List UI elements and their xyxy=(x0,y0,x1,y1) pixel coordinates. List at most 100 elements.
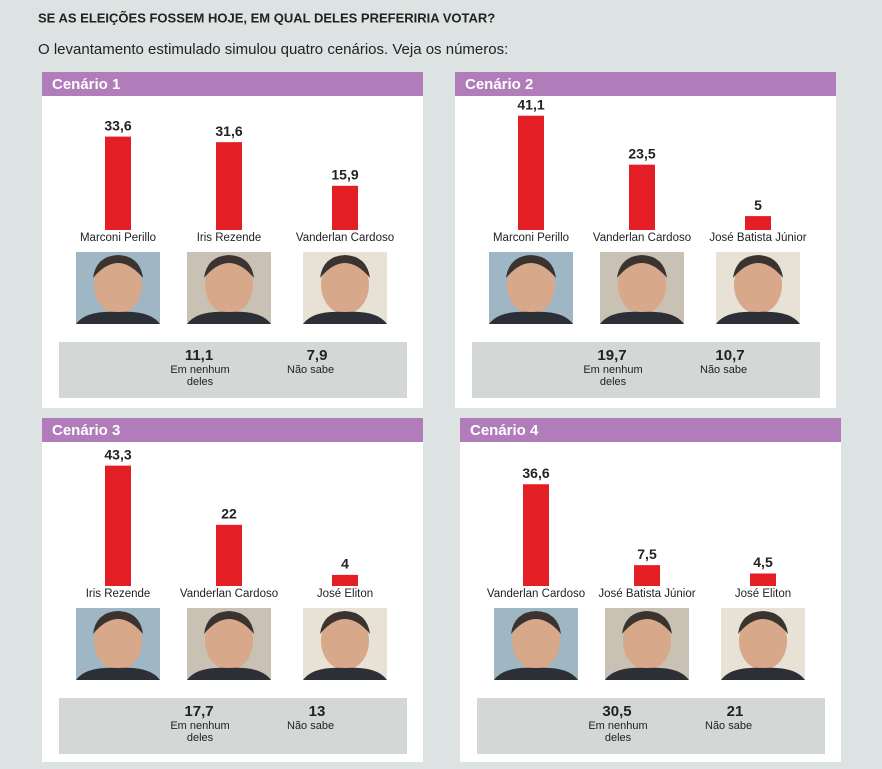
other-label-box: Em nenhum deles xyxy=(170,364,230,388)
value-label: 33,6 xyxy=(104,117,131,133)
value-label: 4 xyxy=(341,556,349,572)
other-value: 7,9 xyxy=(307,347,328,364)
photo-suit xyxy=(187,667,271,680)
photo-face xyxy=(205,256,253,314)
others-box xyxy=(477,698,825,754)
photo-face xyxy=(94,256,142,314)
bar xyxy=(629,164,655,230)
bar xyxy=(332,574,358,586)
photo-face xyxy=(205,612,253,670)
photo-suit xyxy=(721,667,805,680)
panel-title: Cenário 3 xyxy=(52,422,120,439)
photo-face xyxy=(739,612,787,670)
photo-hair xyxy=(204,611,254,634)
bar xyxy=(750,573,776,586)
category-label: José Batista Júnior xyxy=(598,588,695,600)
value-label: 22 xyxy=(221,506,237,522)
other-label: Em nenhum deles xyxy=(583,364,643,388)
bar xyxy=(216,142,242,230)
value-label: 4,5 xyxy=(753,554,773,570)
photo-hair xyxy=(622,611,672,634)
category-label: Vanderlan Cardoso xyxy=(487,588,585,600)
value-label: 5 xyxy=(754,197,762,213)
photo-hair xyxy=(617,255,667,278)
panel-header xyxy=(460,418,841,442)
category-label: Vanderlan Cardoso xyxy=(180,588,278,600)
candidate-photo xyxy=(494,608,578,680)
others-box xyxy=(59,342,407,398)
category-label: José Eliton xyxy=(735,588,791,600)
candidate-photo xyxy=(76,608,160,680)
candidate-photo xyxy=(605,608,689,680)
panel-title: Cenário 1 xyxy=(52,76,120,93)
candidate-photo xyxy=(303,608,387,680)
other-label: Em nenhum deles xyxy=(170,364,230,388)
other-value: 30,5 xyxy=(602,703,631,720)
photo-face xyxy=(321,256,369,314)
photo-hair xyxy=(93,255,143,278)
other-value: 19,7 xyxy=(597,347,626,364)
photo-suit xyxy=(489,311,573,324)
candidate-photo xyxy=(187,608,271,680)
subtitle: O levantamento estimulado simulou quatro… xyxy=(38,41,508,58)
bar xyxy=(523,484,549,586)
other-label: Não sabe xyxy=(700,364,748,376)
photo-face xyxy=(507,256,555,314)
bar xyxy=(332,185,358,230)
category-label: Iris Rezende xyxy=(197,232,262,244)
other-label-box: Não sabe xyxy=(705,720,752,732)
candidate-photo xyxy=(721,608,805,680)
value-label: 15,9 xyxy=(331,167,358,183)
photo-hair xyxy=(506,255,556,278)
category-label: José Batista Júnior xyxy=(709,232,806,244)
photo-hair xyxy=(738,611,788,634)
value-label: 36,6 xyxy=(522,465,549,481)
other-label: Em nenhum deles xyxy=(588,720,648,744)
photo-face xyxy=(321,612,369,670)
candidate-photo xyxy=(187,252,271,324)
photo-face xyxy=(94,612,142,670)
title: SE AS ELEIÇÕES FOSSEM HOJE, EM QUAL DELE… xyxy=(38,10,495,25)
photo-suit xyxy=(76,667,160,680)
photo-hair xyxy=(320,611,370,634)
photo-suit xyxy=(76,311,160,324)
other-value: 21 xyxy=(727,703,744,720)
photo-suit xyxy=(303,311,387,324)
other-label: Em nenhum deles xyxy=(170,720,230,744)
other-value: 10,7 xyxy=(715,347,744,364)
category-label: Iris Rezende xyxy=(86,588,151,600)
photo-hair xyxy=(511,611,561,634)
panel-title: Cenário 4 xyxy=(470,422,539,439)
bar xyxy=(634,565,660,586)
photo-hair xyxy=(204,255,254,278)
photo-suit xyxy=(605,667,689,680)
other-label-box: Em nenhum deles xyxy=(583,364,643,388)
value-label: 7,5 xyxy=(637,546,657,562)
bar xyxy=(105,136,131,230)
photo-suit xyxy=(600,311,684,324)
panel-header xyxy=(42,418,423,442)
other-label-box: Não sabe xyxy=(700,364,748,376)
photo-hair xyxy=(733,255,783,278)
photo-face xyxy=(512,612,560,670)
category-label: José Eliton xyxy=(317,588,373,600)
value-label: 41,1 xyxy=(517,96,544,112)
candidate-photo xyxy=(716,252,800,324)
candidate-photo xyxy=(76,252,160,324)
others-box xyxy=(472,342,820,398)
other-label-box: Não sabe xyxy=(287,364,335,376)
bar xyxy=(745,216,771,230)
bar xyxy=(216,524,242,586)
photo-suit xyxy=(494,667,578,680)
panel-header xyxy=(455,72,836,96)
other-value: 13 xyxy=(309,703,326,720)
photo-hair xyxy=(93,611,143,634)
photo-face xyxy=(618,256,666,314)
candidate-photo xyxy=(600,252,684,324)
value-label: 31,6 xyxy=(215,123,242,139)
other-value: 11,1 xyxy=(185,347,213,364)
other-label: Não sabe xyxy=(287,364,335,376)
category-label: Marconi Perillo xyxy=(80,232,156,244)
